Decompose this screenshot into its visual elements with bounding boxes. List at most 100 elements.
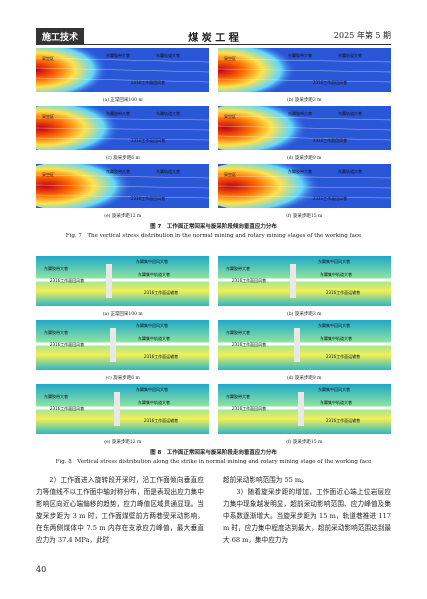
panel-image: 采空区 东翼胶带大巷 东翼轨道大巷 2316工作面回风巷 xyxy=(188,44,391,96)
map-label: 采空区 xyxy=(42,55,54,61)
journal-name: 煤 炭 工 程 xyxy=(188,33,239,44)
subcaption: (b) 旋采步距3 m xyxy=(287,312,322,317)
map-label: 东翼集中轨道大巷 xyxy=(320,271,352,277)
map-label: 东翼集中回风大巷 xyxy=(318,386,350,392)
map-label: 东翼胶带大巷 xyxy=(288,52,312,58)
map-label: 东翼胶带大巷 xyxy=(106,110,130,116)
contour xyxy=(217,115,391,121)
contour xyxy=(35,67,210,73)
panel: 采空区 东翼胶带大巷 东翼轨道大巷 2316工作面回风巷 (c) 旋采步距6 m xyxy=(8,102,210,161)
map-label: 东翼轨道大巷 xyxy=(156,110,180,116)
paragraph: 超前采动影响范围为 55 m。 xyxy=(223,476,308,484)
contour xyxy=(35,57,210,63)
roadway xyxy=(217,342,391,346)
panel: 采空区 东翼胶带大巷 东翼轨道大巷 2316工作面回风巷 (d) 旋采步距9 m xyxy=(190,102,392,161)
right-column: 超前采动影响范围为 55 m。 3）随着旋采步距的增加，工作面近心端上位岩层应力集… xyxy=(223,474,391,546)
contour xyxy=(35,174,210,179)
subcaption: (d) 旋采步距9 m xyxy=(287,376,322,381)
map-label: 东翼轨道大巷 xyxy=(156,52,180,58)
map-label: 东翼集中回风大巷 xyxy=(136,258,168,264)
map-label: 东翼胶带大巷 xyxy=(106,52,130,58)
contour xyxy=(217,135,391,141)
map-label: 2316工作面回风巷 xyxy=(50,277,84,283)
map-label: 东翼轨道大巷 xyxy=(156,168,180,174)
map-label: 东翼胶带大巷 xyxy=(44,393,68,399)
roadway xyxy=(217,278,391,282)
map-label: 东翼轨道大巷 xyxy=(338,110,362,116)
panel-image: 采空区 东翼胶带大巷 东翼轨道大巷 2316工作面回风巷 xyxy=(10,160,210,212)
map-label: 东翼胶带大巷 xyxy=(106,168,130,174)
roadway xyxy=(217,406,391,410)
map-label: 东翼胶带大巷 xyxy=(226,265,250,271)
map-label: 东翼集中轨道大巷 xyxy=(320,335,352,341)
subcaption: (f) 旋采步距15 m xyxy=(286,440,323,445)
roadway xyxy=(36,278,209,282)
map-label: 东翼胶带大巷 xyxy=(288,168,312,174)
subcaption: (e) 旋采步距12 m xyxy=(104,440,142,445)
face xyxy=(110,328,116,362)
contour xyxy=(35,77,210,83)
map-label: 2316工作面回风巷 xyxy=(131,137,165,143)
map-label: 采空区 xyxy=(224,171,236,177)
panel: 采空区 东翼胶带大巷 东翼轨道大巷 2316工作面回风巷 (e) 旋采步距12 m xyxy=(10,160,210,219)
subcaption: (c) 旋采步距6 m xyxy=(105,156,140,161)
section-tag: 施工技术 xyxy=(36,28,85,45)
contour xyxy=(217,175,391,179)
map-label: 2316工作面回风巷 xyxy=(131,79,165,85)
caption-cn: 图 7 工作面正常回采与旋采阶段倾向垂直应力分布 xyxy=(150,224,277,230)
map-label: 2316工作面运输巷 xyxy=(144,289,178,295)
map-label: 2316工作面回风巷 xyxy=(50,405,84,411)
roadway xyxy=(36,342,209,346)
contour xyxy=(35,117,210,121)
panel: 东翼集中回风大巷 东翼胶带大巷 东翼集中轨道大巷 2316工作面回风巷 2316工作面运… xyxy=(217,320,392,381)
panel-image: 采空区 东翼胶带大巷 东翼轨道大巷 2316工作面回风巷 xyxy=(190,102,391,154)
panel-image: 采空区 东翼胶带大巷 东翼轨道大巷 2316工作面回风巷 xyxy=(8,102,210,154)
map-label: 2316工作面回风巷 xyxy=(313,137,347,143)
map-label: 东翼轨道大巷 xyxy=(338,52,362,58)
map-label: 东翼胶带大巷 xyxy=(44,329,68,335)
header-rule xyxy=(36,44,391,45)
panel-image: 采空区 东翼胶带大巷 东翼轨道大巷 2316工作面回风巷 xyxy=(6,44,210,96)
subcaption: (e) 旋采步距12 m xyxy=(104,214,142,219)
stress-zone xyxy=(188,44,315,96)
face xyxy=(114,392,120,426)
map-label: 东翼集中回风大巷 xyxy=(318,258,350,264)
panel-grid: 采空区 东翼胶带大巷 东翼轨道大巷 2316工作面回风巷 (a) 正常回采100 m 采空… xyxy=(6,44,392,219)
subcaption: (f) 旋采步距15 m xyxy=(286,214,323,219)
map-label: 东翼胶带大巷 xyxy=(288,110,312,116)
stress-zone xyxy=(6,44,126,96)
stress-zone xyxy=(8,102,140,154)
map-label: 东翼集中轨道大巷 xyxy=(138,335,170,341)
stress-zone xyxy=(192,160,343,212)
caption-cn: 图 8 工作面正常回采与旋采阶段走向垂直应力分布 xyxy=(150,450,277,456)
map-label: 2316工作面回风巷 xyxy=(313,79,347,85)
panel: 东翼集中回风大巷 东翼胶带大巷 东翼集中轨道大巷 2316工作面回风巷 2316工作面运… xyxy=(36,256,210,317)
map-label: 2316工作面运输巷 xyxy=(326,417,360,423)
subcaption: (d) 旋采步距9 m xyxy=(287,156,322,161)
contour xyxy=(217,125,391,131)
map-label: 东翼集中回风大巷 xyxy=(136,322,168,328)
caption-en: Fig. 8 Vertical stress distribution alon… xyxy=(55,459,372,465)
contour xyxy=(35,184,210,189)
panel: 东翼集中回风大巷 东翼胶带大巷 东翼集中轨道大巷 2316工作面回风巷 2316工作面运… xyxy=(36,384,210,445)
contour xyxy=(217,68,391,73)
stress-zone xyxy=(190,102,329,154)
contour xyxy=(217,58,391,63)
panel: 采空区 东翼胶带大巷 东翼轨道大巷 2316工作面回风巷 (a) 正常回采100 m xyxy=(6,44,210,103)
map-label: 2316工作面运输巷 xyxy=(326,289,360,295)
map-label: 东翼轨道大巷 xyxy=(338,168,362,174)
map-label: 东翼集中回风大巷 xyxy=(136,386,168,392)
contour xyxy=(35,127,210,131)
panel: 东翼集中回风大巷 东翼胶带大巷 东翼集中轨道大巷 2316工作面回风巷 2316工作面运… xyxy=(217,384,392,445)
panel-image: 采空区 东翼胶带大巷 东翼轨道大巷 2316工作面回风巷 xyxy=(192,160,391,212)
panel: 采空区 东翼胶带大巷 东翼轨道大巷 2316工作面回风巷 (b) 旋采步距3 m xyxy=(188,44,392,103)
contour xyxy=(217,78,391,83)
map-label: 采空区 xyxy=(42,113,54,119)
contour xyxy=(217,195,391,199)
paragraph: 3）随着旋采步距的增加，工作面近心端上位岩层应力集中现象越发明显，超前采动影响范… xyxy=(223,488,391,544)
map-label: 东翼集中回风大巷 xyxy=(318,322,350,328)
